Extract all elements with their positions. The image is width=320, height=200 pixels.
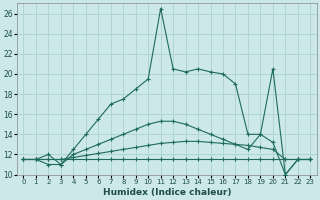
X-axis label: Humidex (Indice chaleur): Humidex (Indice chaleur) [103, 188, 231, 197]
